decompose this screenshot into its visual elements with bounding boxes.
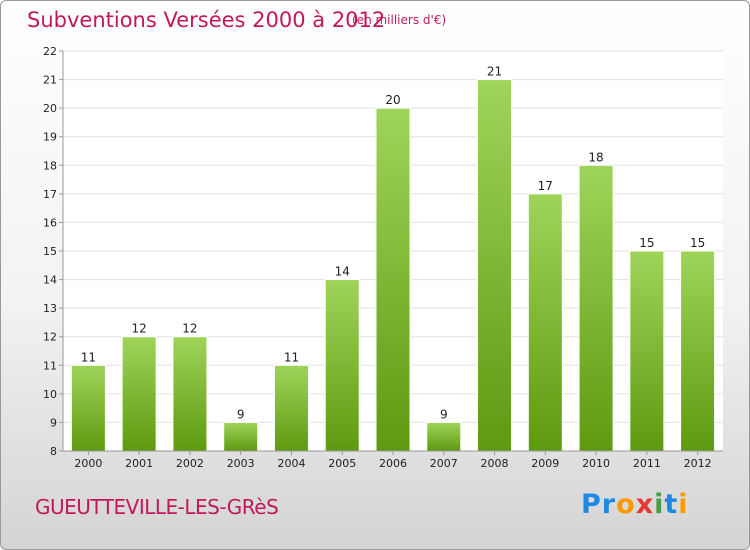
y-tick-label: 8 xyxy=(50,445,57,458)
y-tick-label: 19 xyxy=(43,131,57,144)
y-tick-label: 9 xyxy=(50,416,57,429)
x-tick-label: 2009 xyxy=(531,457,559,470)
x-tick-label: 2012 xyxy=(684,457,712,470)
bar-2008 xyxy=(477,79,513,452)
logo-letter: x xyxy=(635,489,655,520)
y-axis-labels: 8 9 10 11 12 13 14 15 16 17 18 19 20 21 22 xyxy=(43,45,57,458)
bar-2005 xyxy=(324,279,360,452)
x-axis-labels: 2000 2001 2002 2003 2004 2005 2006 2007 2008 2009… xyxy=(74,451,712,470)
x-tick-label: 2000 xyxy=(74,457,102,470)
value-label: 15 xyxy=(639,236,654,250)
x-tick-label: 2005 xyxy=(328,457,356,470)
bar-2011 xyxy=(629,250,665,452)
x-tick-label: 2003 xyxy=(227,457,255,470)
y-tick-label: 10 xyxy=(43,388,57,401)
x-tick-label: 2006 xyxy=(379,457,407,470)
x-tick-label: 2008 xyxy=(481,457,509,470)
value-label: 14 xyxy=(335,265,350,279)
x-tick-label: 2011 xyxy=(633,457,661,470)
x-tick-label: 2007 xyxy=(430,457,458,470)
bar-2007 xyxy=(426,421,462,452)
bar-2002 xyxy=(172,336,208,452)
value-label: 20 xyxy=(385,93,400,107)
value-label: 17 xyxy=(538,179,553,193)
bar-2004 xyxy=(273,364,309,452)
logo-letter: P xyxy=(581,489,602,520)
y-tick-label: 20 xyxy=(43,102,57,115)
y-tick-label: 14 xyxy=(43,274,57,287)
bar-2010 xyxy=(578,164,614,452)
logo-letter: t xyxy=(664,489,679,520)
y-tick-label: 22 xyxy=(43,45,57,58)
bar-2003 xyxy=(223,421,259,452)
y-tick-label: 21 xyxy=(43,74,57,87)
x-tick-label: 2002 xyxy=(176,457,204,470)
logo-letter: i xyxy=(678,489,689,520)
logo-letter: i xyxy=(654,489,665,520)
logo-letter: o xyxy=(616,489,636,520)
value-label: 11 xyxy=(284,350,299,364)
y-tick-label: 17 xyxy=(43,188,57,201)
y-tick-label: 15 xyxy=(43,245,57,258)
logo-letter: r xyxy=(601,489,617,520)
value-label: 18 xyxy=(588,150,603,164)
bars: 11 12 12 9 11 14 20 9 21 17 18 15 15 xyxy=(70,65,716,452)
bar-2009 xyxy=(527,193,563,452)
chart-title: Subventions Versées 2000 à 2012 xyxy=(27,8,386,32)
bar-2012 xyxy=(680,250,716,452)
chart-unit: (en milliers d'€) xyxy=(352,13,447,27)
bar-2001 xyxy=(121,336,157,452)
town-name: GUEUTTEVILLE-LES-GRèS xyxy=(35,495,279,519)
x-tick-label: 2001 xyxy=(125,457,153,470)
y-tick-label: 12 xyxy=(43,331,57,344)
value-label: 11 xyxy=(81,350,96,364)
x-tick-label: 2010 xyxy=(582,457,610,470)
y-tick-label: 18 xyxy=(43,159,57,172)
y-tick-label: 13 xyxy=(43,302,57,315)
value-label: 9 xyxy=(237,407,245,421)
x-tick-label: 2004 xyxy=(277,457,305,470)
y-tick-label: 16 xyxy=(43,216,57,229)
value-label: 12 xyxy=(182,322,197,336)
bar-2000 xyxy=(70,364,106,452)
value-label: 9 xyxy=(440,407,448,421)
y-tick-label: 11 xyxy=(43,359,57,372)
value-label: 21 xyxy=(487,65,502,79)
proxiti-logo: Proxiti xyxy=(581,489,689,520)
bar-2006 xyxy=(375,107,411,452)
value-label: 12 xyxy=(132,322,147,336)
value-label: 15 xyxy=(690,236,705,250)
